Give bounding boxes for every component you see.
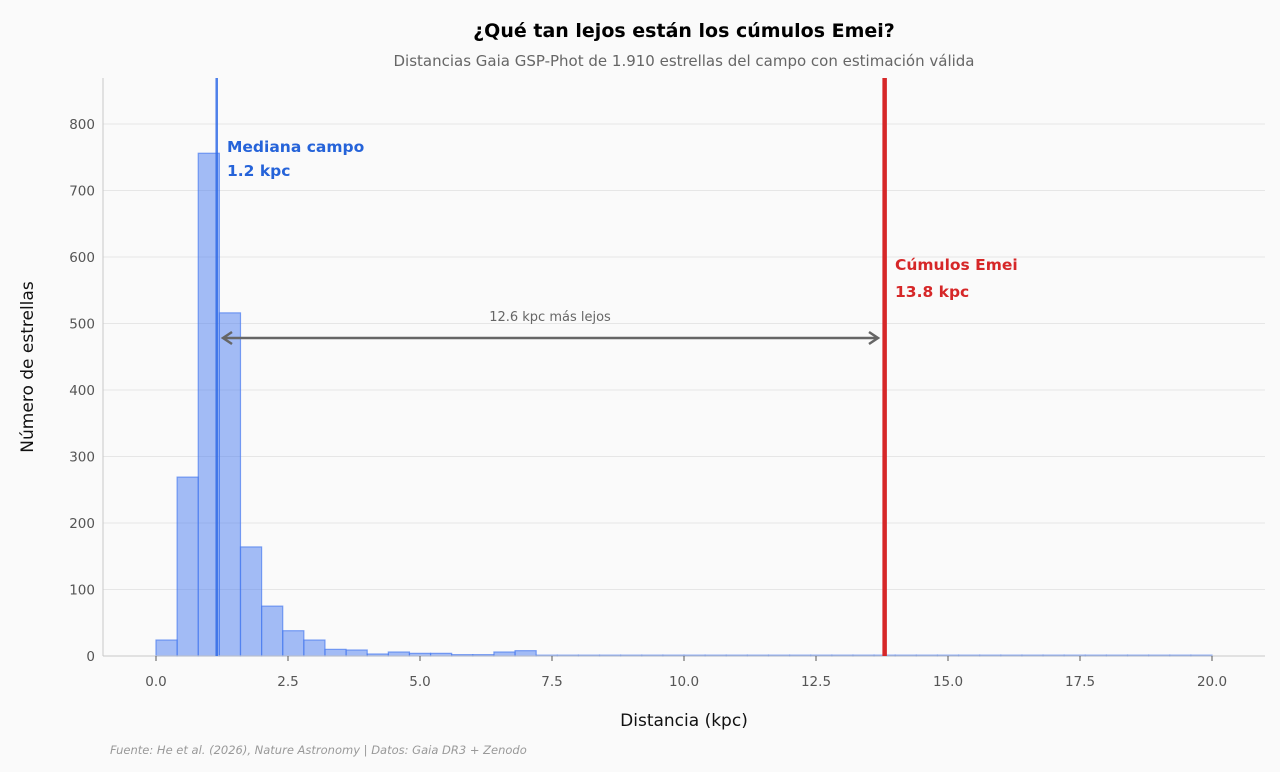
y-tick-label: 600 xyxy=(69,250,95,266)
arrow-left-head-icon xyxy=(220,330,233,346)
y-tick-label: 400 xyxy=(69,383,95,399)
y-tick-label: 500 xyxy=(69,317,95,333)
histogram-bar xyxy=(282,630,305,657)
histogram-bar xyxy=(387,651,411,657)
gridlines xyxy=(103,123,1265,590)
emei-label-line1: Cúmulos Emei xyxy=(895,256,1018,274)
arrow-right-head-icon xyxy=(868,330,881,346)
histogram-bar xyxy=(239,546,263,657)
emei-label-line2: 13.8 kpc xyxy=(895,283,969,301)
y-tick-label: 300 xyxy=(69,450,95,466)
histogram-bar xyxy=(493,651,516,657)
x-tick-label: 15.0 xyxy=(933,674,963,690)
histogram-bar xyxy=(324,648,347,657)
x-tick-label: 7.5 xyxy=(541,674,562,690)
y-tick-label: 200 xyxy=(69,516,95,532)
histogram-bar xyxy=(514,650,537,657)
x-tick-label: 12.5 xyxy=(801,674,831,690)
y-tick-label: 100 xyxy=(69,583,95,599)
chart-title: ¿Qué tan lejos están los cúmulos Emei? xyxy=(473,20,895,42)
x-tick-label: 0.0 xyxy=(145,674,166,690)
chart-subtitle: Distancias Gaia GSP-Phot de 1.910 estrel… xyxy=(393,52,974,70)
histogram-bar xyxy=(303,639,326,657)
x-tick-label: 5.0 xyxy=(409,674,430,690)
x-tick-label: 2.5 xyxy=(277,674,298,690)
y-tick-label: 0 xyxy=(86,649,95,665)
histogram-bar xyxy=(218,312,242,657)
histogram-bar xyxy=(155,639,178,657)
reference-lines xyxy=(215,78,887,656)
histogram-bar xyxy=(345,649,368,657)
median-label-line2: 1.2 kpc xyxy=(227,162,290,180)
y-tick-label: 700 xyxy=(69,184,95,200)
x-tick-label: 10.0 xyxy=(669,674,699,690)
histogram-bar xyxy=(261,605,284,657)
distance-arrow xyxy=(220,330,881,346)
y-tick-label: 800 xyxy=(69,117,95,133)
x-tick-label: 17.5 xyxy=(1065,674,1095,690)
histogram-bar xyxy=(176,476,199,657)
x-axis-label: Distancia (kpc) xyxy=(620,711,748,731)
source-footer: Fuente: He et al. (2026), Nature Astrono… xyxy=(110,743,527,757)
x-axis-ticks: 0.0 2.5 5.0 7.5 10.0 12.5 15.0 17.5 20.0 xyxy=(145,656,1227,690)
arrow-label: 12.6 kpc más lejos xyxy=(489,310,611,325)
median-label-line1: Mediana campo xyxy=(227,138,364,156)
y-axis-label: Número de estrellas xyxy=(18,281,38,453)
x-tick-label: 20.0 xyxy=(1197,674,1227,690)
y-axis-ticks: 0 100 200 300 400 500 600 700 800 xyxy=(69,117,95,665)
